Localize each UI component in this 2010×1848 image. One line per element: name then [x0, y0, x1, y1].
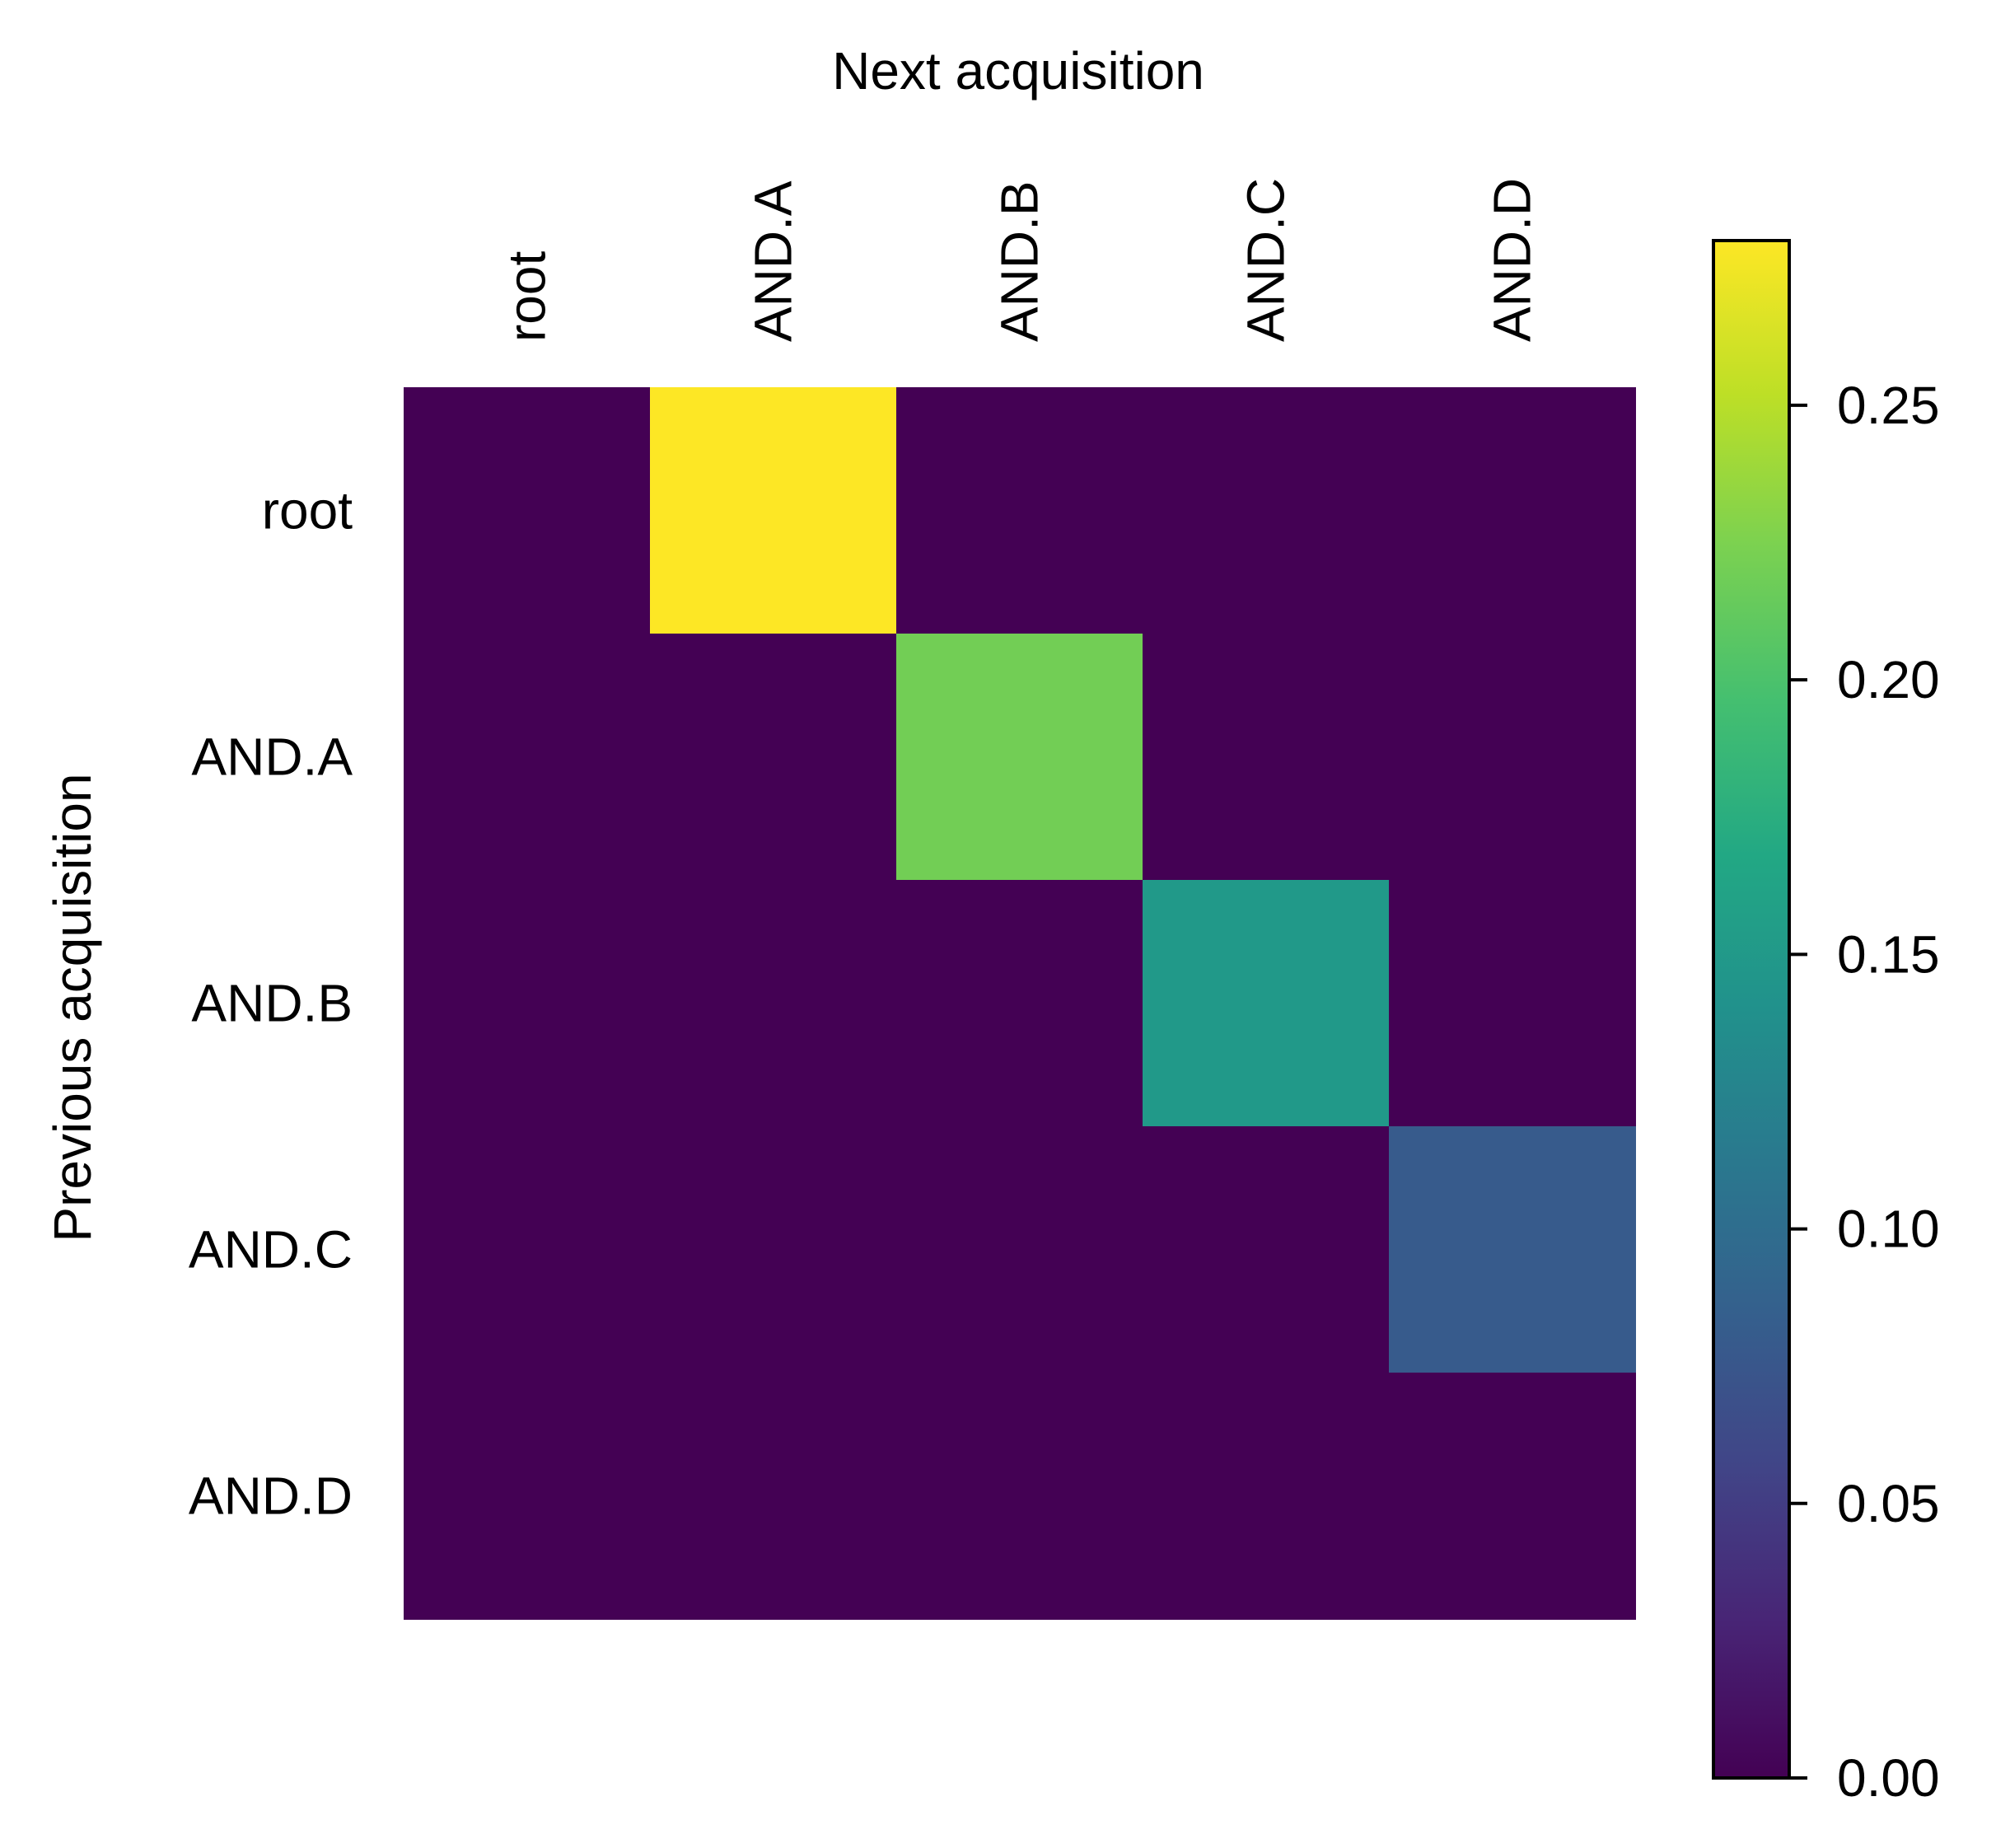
heatmap-cell-4-0 — [404, 1373, 651, 1620]
y-axis-title: Previous acquisition — [43, 773, 102, 1242]
heatmap-cell-3-0 — [404, 1126, 651, 1373]
heatmap-cell-0-3 — [1143, 387, 1390, 634]
heatmap-cell-3-1 — [650, 1126, 897, 1373]
y-tick-label: AND.C — [189, 1220, 353, 1280]
x-tick-label: AND.C — [1236, 178, 1296, 342]
y-tick-label: AND.D — [189, 1467, 353, 1526]
heatmap-cell-0-4 — [1389, 387, 1636, 634]
y-tick-labels: root AND.A AND.B AND.C AND.D — [189, 481, 353, 1526]
x-tick-label: AND.D — [1483, 178, 1542, 342]
x-tick-labels: root AND.A AND.B AND.C AND.D — [498, 178, 1542, 342]
heatmap-cell-3-4 — [1389, 1126, 1636, 1373]
heatmap-cell-4-1 — [650, 1373, 897, 1620]
heatmap-cell-2-3 — [1143, 880, 1390, 1127]
heatmap-cell-3-2 — [896, 1126, 1143, 1373]
colorbar-tick-label: 0.25 — [1837, 376, 1940, 435]
heatmap-cell-4-2 — [896, 1373, 1143, 1620]
heatmap-cell-2-4 — [1389, 880, 1636, 1127]
y-tick-label: AND.A — [191, 728, 353, 787]
heatmap-cell-1-2 — [896, 634, 1143, 881]
heatmap-cell-4-3 — [1143, 1373, 1390, 1620]
heatmap-cell-2-2 — [896, 880, 1143, 1127]
y-tick-label: root — [262, 481, 353, 540]
colorbar-tick-label: 0.05 — [1837, 1474, 1940, 1533]
heatmap-cell-2-0 — [404, 880, 651, 1127]
heatmap-cell-0-2 — [896, 387, 1143, 634]
heatmap-cell-0-0 — [404, 387, 651, 634]
y-tick-label: AND.B — [191, 974, 353, 1033]
x-tick-label: AND.B — [990, 180, 1049, 342]
colorbar-tick-label: 0.00 — [1837, 1748, 1940, 1808]
heatmap-cell-1-4 — [1389, 634, 1636, 881]
heatmap-cell-3-3 — [1143, 1126, 1390, 1373]
colorbar-ticks: 0.00 0.05 0.10 0.15 0.20 0.25 — [1789, 376, 1940, 1808]
heatmap-cell-2-1 — [650, 880, 897, 1127]
heatmap-cell-0-1 — [650, 387, 897, 634]
heatmap-cell-4-4 — [1389, 1373, 1636, 1620]
colorbar — [1712, 239, 1791, 1780]
heatmap-cell-1-1 — [650, 634, 897, 881]
colorbar-tick-label: 0.20 — [1837, 650, 1940, 709]
colorbar-tick-label: 0.10 — [1837, 1200, 1940, 1259]
colorbar-tick-label: 0.15 — [1837, 924, 1940, 984]
heatmap-cell-1-0 — [404, 634, 651, 881]
x-tick-label: root — [498, 251, 557, 343]
heatmap-cell-1-3 — [1143, 634, 1390, 881]
x-tick-label: AND.A — [744, 180, 803, 342]
x-axis-title: Next acquisition — [832, 41, 1204, 101]
heatmap-cells — [404, 387, 1636, 1620]
